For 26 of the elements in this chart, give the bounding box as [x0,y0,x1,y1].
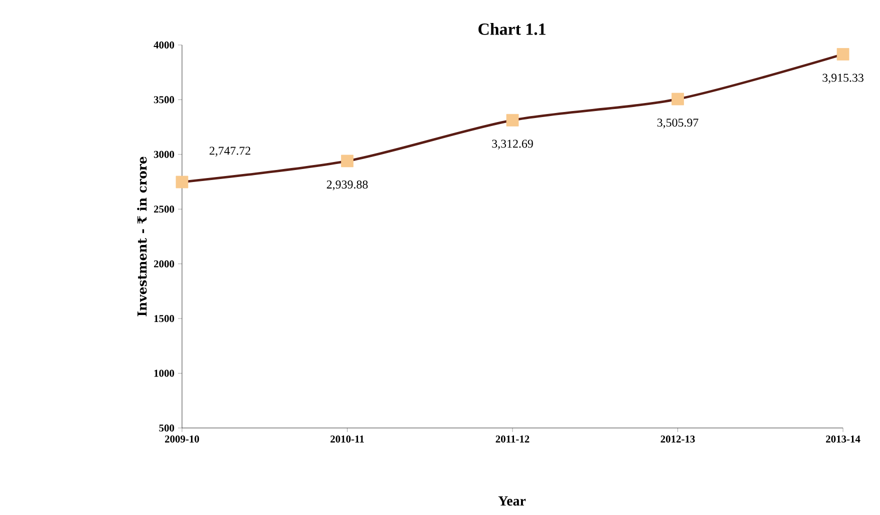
point [672,92,684,106]
y-tick-label: 1000 [154,370,174,377]
data-label: 3,312.69 [492,140,533,150]
data-label: 2,939.88 [326,180,368,190]
x-tick-label: 2012-13 [660,436,695,443]
y-tick-label: 3000 [154,150,174,158]
data-label: 3,915.33 [822,74,864,84]
data-label: 2,747.72 [210,146,250,157]
x-tick-label: 2009-10 [165,436,200,443]
point [176,176,188,188]
y-tick-label: 2500 [154,206,174,213]
point [506,114,519,126]
data-label: 3,505.97 [657,118,698,128]
x-tick-label: 2010-11 [330,436,364,443]
point [341,154,354,168]
y-tick-label: 4000 [154,41,174,49]
x-axis-title: Year [498,496,526,506]
y-tick-label: 1500 [154,315,174,322]
y-tick-label: 3500 [154,96,174,104]
x-tick-label: 2013-14 [826,436,860,443]
y-tick-label: 2000 [154,260,174,268]
chart-title: Chart 1.1 [478,22,546,35]
y-axis-title: Investment - ₹ in crore [137,156,147,316]
point [836,48,850,60]
y-tick-label: 500 [159,424,174,432]
x-tick-label: 2011-12 [496,436,530,443]
